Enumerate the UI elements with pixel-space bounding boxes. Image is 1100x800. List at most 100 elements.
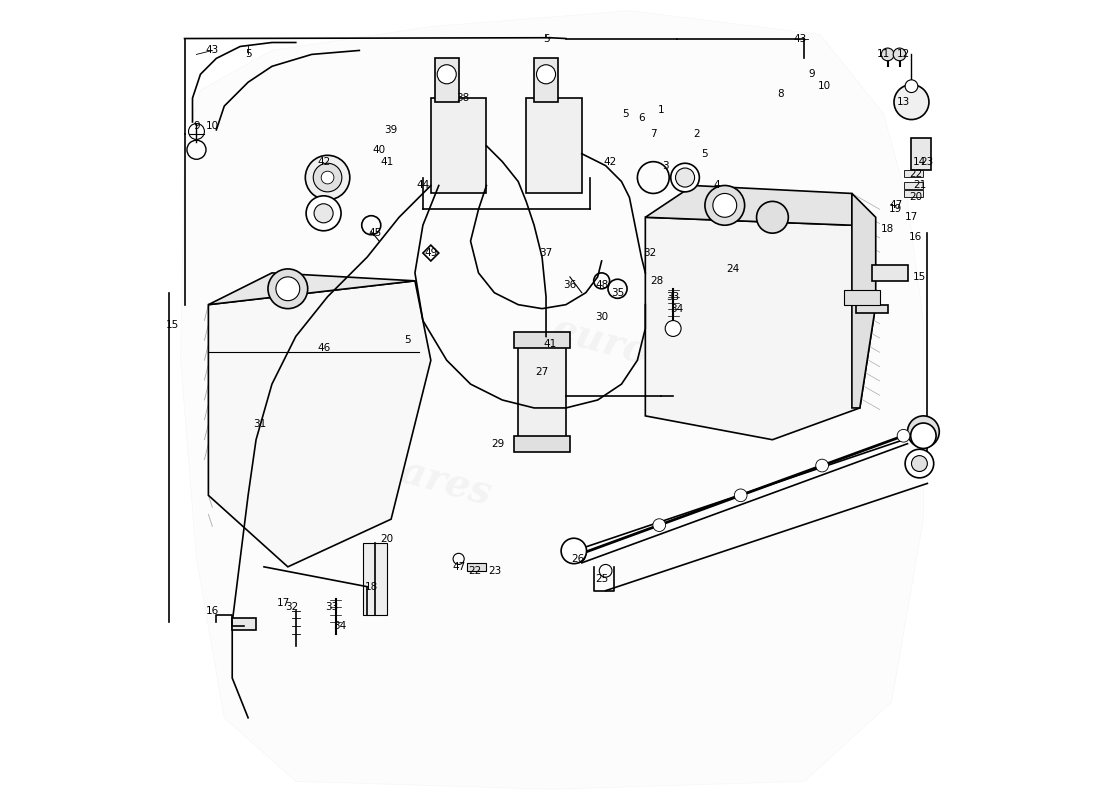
- Text: 33: 33: [667, 292, 680, 302]
- Circle shape: [905, 450, 934, 478]
- Bar: [912, 138, 932, 170]
- Text: 41: 41: [381, 157, 394, 166]
- Text: 13: 13: [896, 97, 910, 107]
- Text: 18: 18: [881, 224, 894, 234]
- Circle shape: [306, 196, 341, 230]
- Text: 16: 16: [909, 232, 922, 242]
- Text: 15: 15: [166, 319, 179, 330]
- Circle shape: [911, 423, 936, 449]
- Circle shape: [315, 204, 333, 223]
- Circle shape: [894, 85, 928, 119]
- Bar: [872, 265, 908, 281]
- Text: 47: 47: [889, 200, 902, 210]
- Text: 20: 20: [381, 534, 394, 544]
- Text: 11: 11: [877, 50, 890, 59]
- Text: 28: 28: [650, 276, 664, 286]
- Text: 17: 17: [905, 212, 918, 222]
- Text: 43: 43: [793, 34, 807, 43]
- Circle shape: [671, 163, 700, 192]
- Text: 25: 25: [595, 574, 608, 584]
- Circle shape: [912, 456, 927, 471]
- Circle shape: [881, 48, 894, 61]
- Bar: [903, 190, 923, 197]
- Text: 8: 8: [777, 89, 783, 99]
- Circle shape: [572, 549, 584, 562]
- Polygon shape: [856, 305, 888, 313]
- Polygon shape: [646, 218, 876, 440]
- Text: 9: 9: [194, 121, 200, 131]
- Circle shape: [735, 489, 747, 502]
- Text: 29: 29: [492, 438, 505, 449]
- Text: eurospares: eurospares: [548, 310, 791, 410]
- Text: 32: 32: [285, 602, 298, 611]
- Text: 39: 39: [385, 125, 398, 135]
- Text: 43: 43: [206, 46, 219, 55]
- Text: 48: 48: [595, 280, 608, 290]
- Text: 32: 32: [642, 248, 656, 258]
- Circle shape: [537, 65, 556, 84]
- Polygon shape: [180, 10, 923, 790]
- Polygon shape: [518, 344, 565, 448]
- Polygon shape: [851, 194, 876, 408]
- Text: 27: 27: [536, 367, 549, 377]
- Circle shape: [653, 518, 666, 531]
- Text: 17: 17: [277, 598, 290, 607]
- Circle shape: [561, 538, 586, 564]
- Text: 23: 23: [487, 566, 500, 576]
- Text: 24: 24: [726, 264, 739, 274]
- Text: 1: 1: [658, 105, 664, 115]
- Text: 31: 31: [253, 419, 266, 429]
- Circle shape: [908, 416, 939, 448]
- Text: 5: 5: [404, 335, 410, 346]
- Text: 40: 40: [373, 145, 386, 154]
- Text: 20: 20: [909, 193, 922, 202]
- Polygon shape: [208, 281, 431, 567]
- Text: 5: 5: [702, 149, 708, 158]
- Text: 36: 36: [563, 280, 576, 290]
- Polygon shape: [646, 186, 851, 226]
- Text: 33: 33: [324, 602, 338, 611]
- Polygon shape: [431, 98, 486, 194]
- Text: 6: 6: [638, 113, 645, 123]
- Bar: [903, 170, 923, 177]
- Text: 30: 30: [595, 311, 608, 322]
- Text: 41: 41: [543, 339, 557, 350]
- Circle shape: [321, 171, 334, 184]
- Text: 3: 3: [662, 161, 669, 170]
- Bar: [903, 182, 923, 189]
- Text: 44: 44: [416, 181, 429, 190]
- Text: 16: 16: [206, 606, 219, 615]
- Circle shape: [898, 430, 910, 442]
- Circle shape: [276, 277, 300, 301]
- Circle shape: [268, 269, 308, 309]
- Circle shape: [306, 155, 350, 200]
- Text: 37: 37: [539, 248, 552, 258]
- Bar: [434, 58, 459, 102]
- Text: 34: 34: [333, 622, 346, 631]
- Text: 9: 9: [808, 70, 815, 79]
- Bar: [535, 58, 558, 102]
- Circle shape: [188, 123, 205, 139]
- Text: 7: 7: [650, 129, 657, 139]
- Bar: [466, 563, 486, 571]
- Circle shape: [893, 48, 906, 61]
- Circle shape: [713, 194, 737, 218]
- Text: eurospares: eurospares: [254, 414, 496, 513]
- Text: 23: 23: [921, 157, 934, 166]
- Text: 5: 5: [245, 50, 252, 59]
- Polygon shape: [208, 273, 415, 305]
- Text: 4: 4: [714, 181, 720, 190]
- Circle shape: [757, 202, 789, 233]
- Circle shape: [437, 65, 456, 84]
- Circle shape: [666, 321, 681, 337]
- Text: 26: 26: [571, 554, 584, 564]
- Text: 35: 35: [610, 288, 624, 298]
- Text: 2: 2: [694, 129, 701, 139]
- Text: 22: 22: [468, 566, 481, 576]
- Bar: [363, 543, 387, 614]
- Circle shape: [705, 186, 745, 226]
- Text: 14: 14: [913, 157, 926, 166]
- Bar: [515, 436, 570, 452]
- Text: 46: 46: [317, 343, 330, 354]
- Text: 34: 34: [671, 304, 684, 314]
